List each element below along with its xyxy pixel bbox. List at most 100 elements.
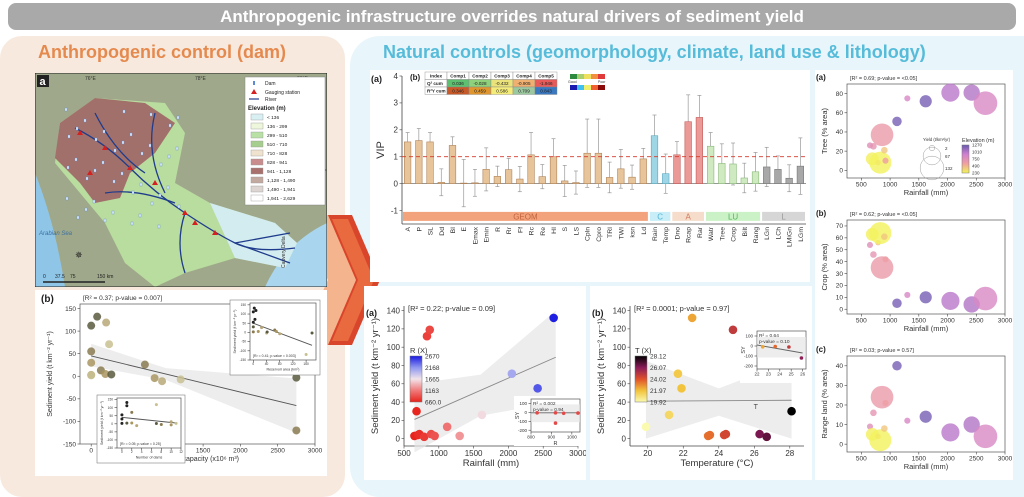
x-tick-label: 2500 — [270, 448, 285, 455]
y-axis-label: Sediment yield (t km⁻² yr⁻¹) — [370, 318, 381, 434]
y-axis-label: SY — [741, 346, 747, 354]
y-tick-label: 0 — [839, 307, 843, 314]
data-point — [93, 312, 102, 321]
dam-marker — [111, 210, 115, 215]
table-panel-label: (b) — [410, 73, 421, 82]
group-label: GEOM — [513, 212, 538, 221]
colorbar-tick-label: 2168 — [425, 365, 440, 372]
category-label: Watr — [708, 226, 715, 241]
y-tick-label: 100 — [65, 328, 76, 335]
y-tick-label: -100 — [240, 349, 247, 353]
y-axis-label: Range land (% area) — [820, 369, 829, 439]
sea-east — [265, 223, 327, 287]
x-axis-label: Rainfall (mm) — [463, 458, 519, 469]
dam-marker — [76, 215, 80, 220]
x-tick-label: 8 — [160, 450, 162, 454]
bubble — [881, 425, 888, 432]
panel-label: (b) — [816, 209, 827, 218]
group-band — [762, 211, 805, 221]
x-tick-label: 3000 — [308, 448, 323, 455]
annotation: [R² = 0.69; p-value = <0.05] — [850, 76, 918, 82]
elevation-class-label: 1,128 - 1,490 — [267, 178, 296, 184]
vip-bar — [729, 163, 737, 184]
elevation-swatch — [250, 149, 264, 157]
table-row-label: Q² cum — [427, 81, 443, 86]
scale-swatch — [577, 74, 584, 79]
vip-bar — [606, 177, 614, 184]
scale-swatch — [584, 85, 591, 90]
data-point — [158, 377, 167, 386]
x-tick-label: 2000 — [940, 182, 955, 189]
dam-marker — [92, 199, 96, 204]
y-tick-label: -100 — [63, 419, 76, 426]
data-point — [755, 429, 764, 439]
vip-bar — [505, 169, 513, 184]
inset-point — [251, 325, 255, 329]
bubble — [869, 151, 892, 174]
vip-bar — [437, 181, 445, 184]
data-point — [87, 347, 96, 356]
vip-bar — [561, 180, 569, 184]
colorbar-tick-label: 750 — [972, 157, 980, 162]
dam-marker — [84, 207, 88, 212]
colorbar-tick-label: 660.0 — [425, 399, 442, 406]
bubble — [870, 256, 894, 279]
dam-marker — [113, 148, 117, 153]
data-point — [176, 375, 185, 384]
vip-bar — [628, 176, 636, 184]
inset-point — [120, 417, 124, 421]
y-tick-label: 0 — [72, 374, 76, 381]
dam-marker — [67, 134, 71, 139]
scale-swatch — [591, 85, 598, 90]
dam-marker — [167, 154, 171, 159]
table-value: 0.709 — [518, 89, 530, 94]
confidence-band — [414, 310, 556, 453]
x-tick-label: 3000 — [569, 449, 586, 458]
elevation-class-label: 828 - 941 — [267, 160, 288, 166]
vip-bar — [516, 178, 524, 184]
vip-bar — [684, 121, 692, 184]
x-tick-label: 1500 — [465, 449, 483, 458]
scale-swatch — [584, 74, 591, 79]
data-point — [687, 313, 697, 323]
y-tick-label: 120 — [387, 325, 401, 334]
table-header: Index — [430, 74, 442, 79]
vip-bar — [426, 141, 434, 184]
colorbar — [634, 355, 648, 403]
y-tick-label: -150 — [107, 446, 114, 450]
inset-point — [278, 332, 282, 336]
y-tick-label: 80 — [836, 91, 844, 98]
x-tick-label: 22 — [754, 372, 760, 377]
data-point — [677, 384, 686, 393]
x-tick-label: 24 — [777, 372, 783, 377]
dam-marker — [83, 118, 87, 123]
dam-marker — [103, 218, 107, 223]
category-label: LGn — [764, 227, 771, 240]
group-band — [649, 211, 671, 221]
plot-frame — [846, 355, 1006, 453]
category-label: Ff — [517, 227, 524, 233]
colorbar-tick-label: 1010 — [972, 150, 983, 155]
table-value: 0.036 — [452, 81, 464, 86]
y-tick-label: 60 — [391, 380, 400, 389]
inset-point — [125, 421, 129, 425]
y-axis-label: Tree (% area) — [820, 108, 829, 154]
table-value: 0.459 — [474, 89, 486, 94]
y-tick-label: 60 — [836, 235, 844, 242]
y-tick-label: 10 — [836, 422, 844, 429]
dam-marker — [158, 193, 162, 198]
annotation: [R² = 0.37; p-value = 0.007] — [83, 295, 162, 302]
vip-bar — [639, 158, 647, 184]
river-line — [179, 212, 186, 274]
inset-frame — [96, 394, 186, 464]
table-cell — [534, 86, 558, 95]
rainfall-scatter: 500 1000 1500 2000 2500 300002040608010012014… — [364, 286, 586, 480]
data-point — [425, 325, 435, 335]
x-tick-label: 20 — [643, 449, 652, 458]
colorbar-tick-label: 24.02 — [650, 376, 667, 383]
bubble — [870, 385, 894, 409]
y-tick-label: 0 — [396, 434, 401, 443]
dam-marker — [121, 140, 125, 145]
y-tick-label: 150 — [108, 398, 114, 402]
bubble — [919, 291, 932, 304]
